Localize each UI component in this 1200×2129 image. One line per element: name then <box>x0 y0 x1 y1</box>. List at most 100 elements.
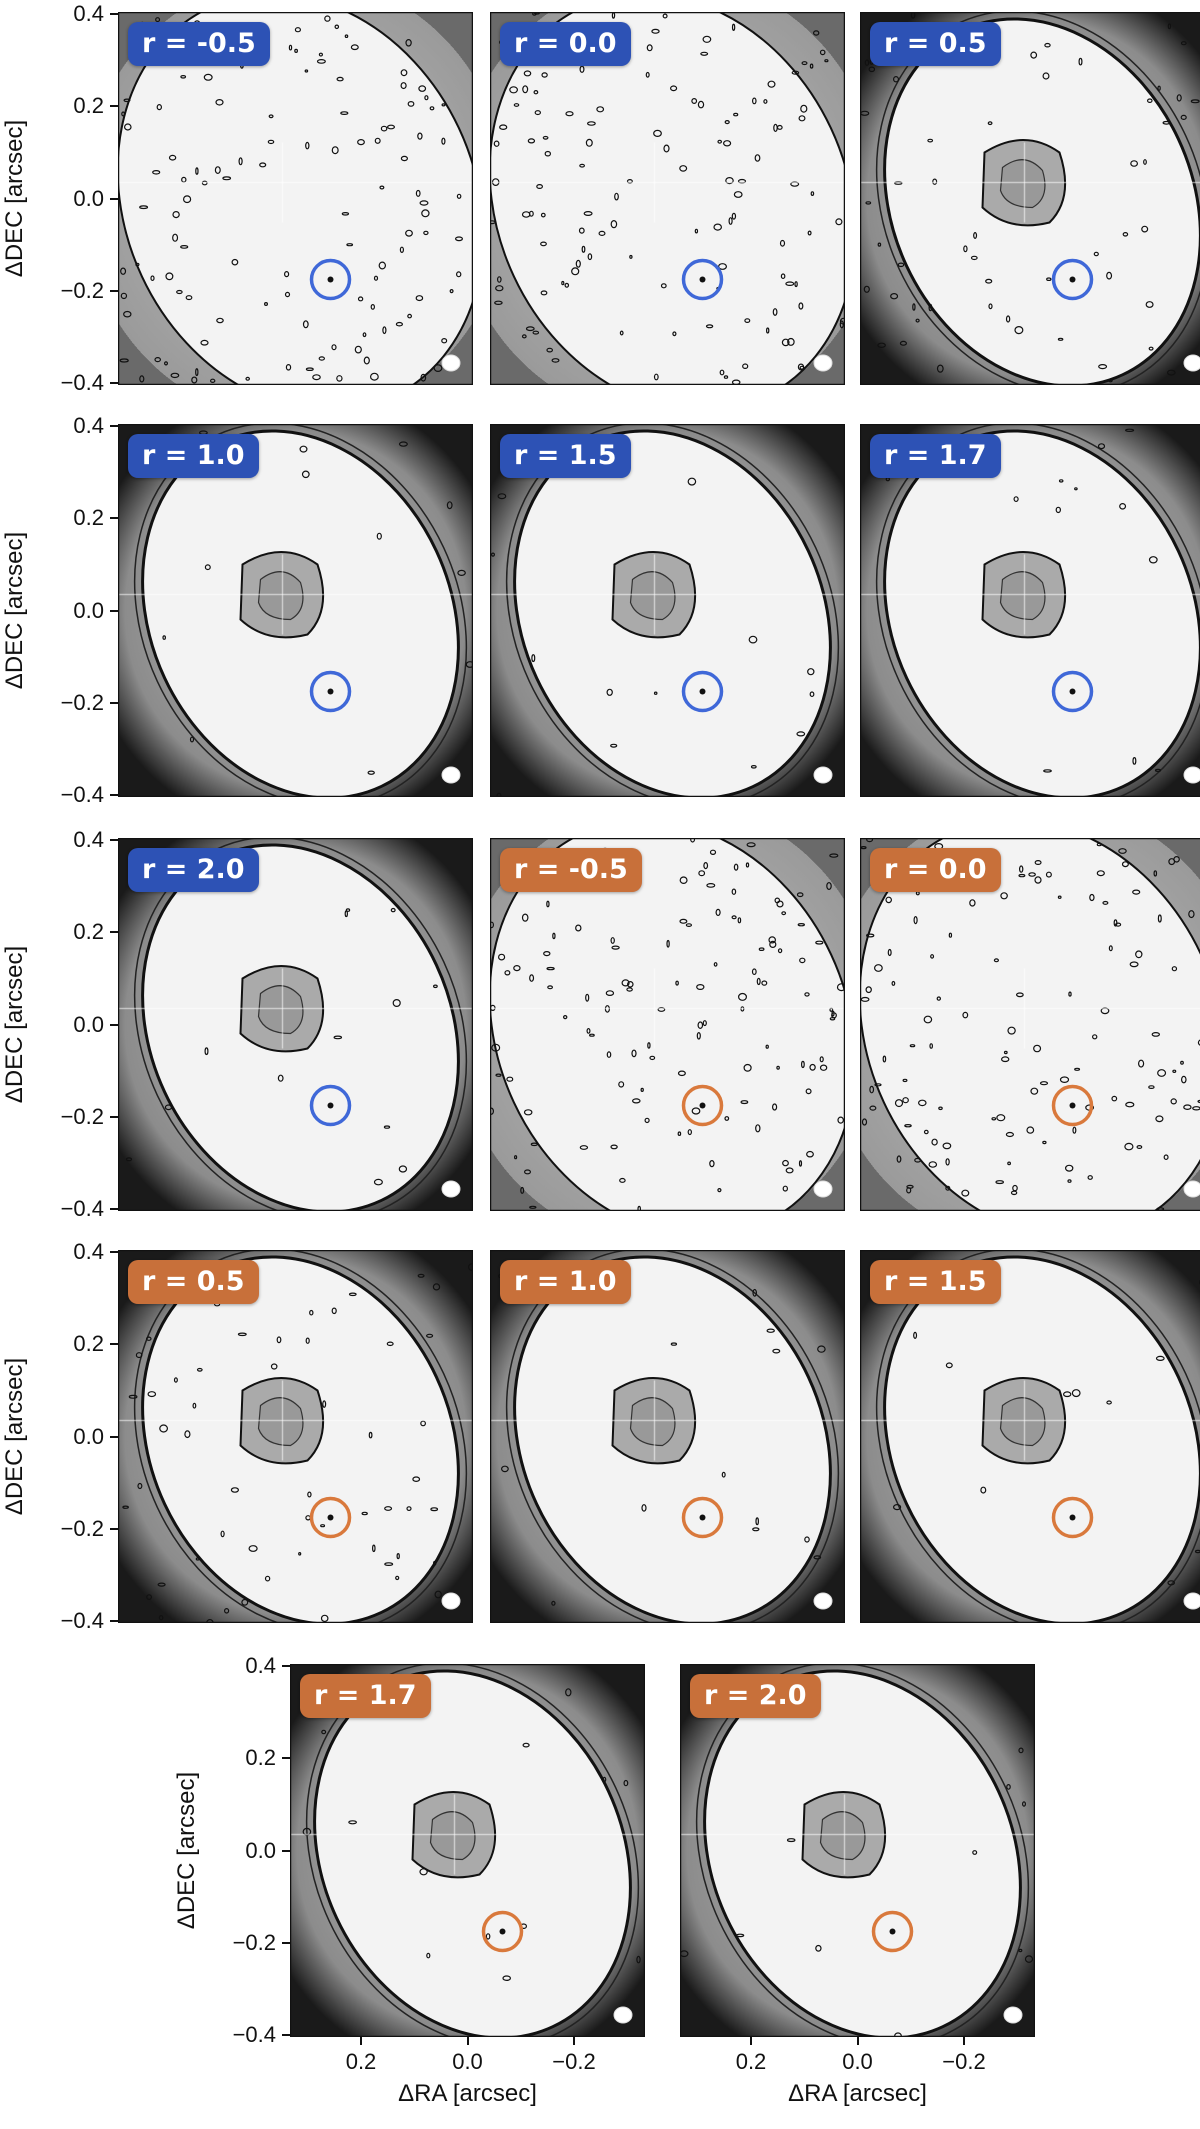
y-tick-label: 0.0 <box>73 1011 104 1037</box>
x-tick-label: −0.2 <box>552 2049 596 2074</box>
beam-ellipse <box>441 766 461 784</box>
panel-frame <box>860 12 1200 385</box>
y-tick-mark <box>110 1208 118 1210</box>
x-axis-label: ΔRA [arcsec] <box>788 2080 927 2107</box>
x-axis: 0.2 0.0 −0.2 ΔRA [arcsec] <box>290 2037 645 2117</box>
planet-point-source <box>499 1928 506 1935</box>
y-tick-label: 0.2 <box>245 1745 276 1771</box>
planet-marker-circle <box>681 258 724 301</box>
beam-ellipse <box>813 1180 833 1198</box>
y-tick-mark <box>110 701 118 704</box>
beam-ellipse <box>1183 1592 1200 1610</box>
disk-outline <box>490 838 845 1211</box>
radius-label-badge: r = 1.7 <box>870 434 1001 478</box>
y-tick-mark <box>282 1849 290 1852</box>
planet-point-source <box>699 1514 706 1521</box>
image-panel: r = 1.5 <box>490 424 845 797</box>
noise-contours <box>860 838 1200 1211</box>
y-axis-label: ΔDEC [arcsec] <box>1 119 28 278</box>
beam-ellipse <box>1183 354 1200 372</box>
planet-point-source <box>327 1102 334 1109</box>
x-tick-label: 0.2 <box>345 2049 377 2074</box>
panel-frame <box>290 1664 645 2037</box>
radius-label-badge: r = 0.0 <box>870 848 1001 892</box>
image-panel: r = -0.5 <box>490 838 845 1211</box>
noise-contours <box>490 838 845 1211</box>
beam-ellipse <box>813 766 833 784</box>
y-tick-label: −0.2 <box>60 1103 104 1129</box>
central-core <box>257 985 304 1035</box>
continuum-map <box>860 12 1200 385</box>
panel-frame <box>860 1250 1200 1623</box>
beam-ellipse <box>441 1180 461 1198</box>
panel-frame <box>118 1250 473 1623</box>
y-tick-mark <box>110 289 118 292</box>
continuum-map <box>490 838 845 1211</box>
y-tick-label: −0.2 <box>60 689 104 715</box>
noise-contours <box>491 477 815 797</box>
panel-frame <box>118 12 473 385</box>
planet-marker-circle <box>309 1496 352 1539</box>
y-tick-label: 0.4 <box>73 827 104 852</box>
y-tick-label: 0.4 <box>73 413 104 438</box>
image-panel: r = -0.5 <box>118 12 473 385</box>
panel-frame <box>490 12 845 385</box>
planet-marker-circle <box>871 1910 914 1953</box>
planet-point-source <box>1069 276 1076 283</box>
radius-label-badge: r = 2.0 <box>128 848 259 892</box>
x-tick-label: 0.0 <box>842 2049 873 2074</box>
y-tick-label: −0.4 <box>60 370 104 395</box>
x-axis: 0.2 0.0 −0.2 ΔRA [arcsec] <box>680 2037 1035 2117</box>
central-core <box>999 571 1046 621</box>
y-axis-label: ΔDEC [arcsec] <box>1 531 28 690</box>
y-tick-label: 0.0 <box>245 1837 276 1863</box>
y-tick-mark <box>110 1527 118 1530</box>
image-panel: r = 0.0 <box>490 12 845 385</box>
y-tick-label: −0.2 <box>60 1515 104 1541</box>
y-axis: 0.4 0.2 0.0 −0.2 −0.4 ΔDEC [arcsec] <box>172 1655 290 2046</box>
radius-label-badge: r = 0.0 <box>500 22 631 66</box>
planet-point-source <box>1069 688 1076 695</box>
x-tick-mark <box>360 2037 362 2045</box>
panel-frame <box>118 424 473 797</box>
y-tick-mark <box>282 1757 290 1760</box>
x-tick-mark <box>750 2037 752 2045</box>
panel-frame <box>680 1664 1035 2037</box>
planet-point-source <box>699 1102 706 1109</box>
central-core <box>629 1397 676 1447</box>
x-tick-mark <box>466 2037 469 2045</box>
y-tick-mark <box>110 1023 118 1026</box>
central-core <box>629 571 676 621</box>
image-panel: r = 0.0 <box>860 838 1200 1211</box>
y-tick-mark <box>110 1251 118 1253</box>
y-tick-mark <box>110 517 118 520</box>
x-tick-label: 0.0 <box>452 2049 483 2074</box>
image-panel: r = 1.7 <box>860 424 1200 797</box>
panel-frame <box>860 838 1200 1211</box>
radius-label-badge: r = 0.5 <box>870 22 1001 66</box>
x-tick-mark <box>856 2037 859 2045</box>
panel-frame <box>490 838 845 1211</box>
y-tick-label: 0.2 <box>73 93 104 119</box>
y-tick-mark <box>110 105 118 108</box>
y-tick-mark <box>110 382 118 384</box>
continuum-map <box>680 1664 1035 2037</box>
beam-ellipse <box>1183 1180 1200 1198</box>
y-axis: 0.4 0.2 0.0 −0.2 −0.4 ΔDEC [arcsec] <box>0 829 118 1220</box>
y-tick-label: −0.4 <box>60 1196 104 1221</box>
radius-label-badge: r = 1.0 <box>500 1260 631 1304</box>
radius-label-badge: r = 1.5 <box>500 434 631 478</box>
continuum-map <box>118 1250 473 1623</box>
y-tick-label: −0.4 <box>60 1608 104 1633</box>
planet-marker-circle <box>1051 1496 1094 1539</box>
image-panel: r = 1.0 <box>490 1250 845 1623</box>
beam-ellipse <box>813 1592 833 1610</box>
central-core <box>257 1397 304 1447</box>
y-axis-label: ΔDEC [arcsec] <box>1 945 28 1104</box>
planet-point-source <box>327 1514 334 1521</box>
central-core <box>819 1811 866 1861</box>
y-tick-mark <box>110 794 118 796</box>
y-tick-label: 0.4 <box>73 1 104 26</box>
y-tick-mark <box>110 839 118 841</box>
